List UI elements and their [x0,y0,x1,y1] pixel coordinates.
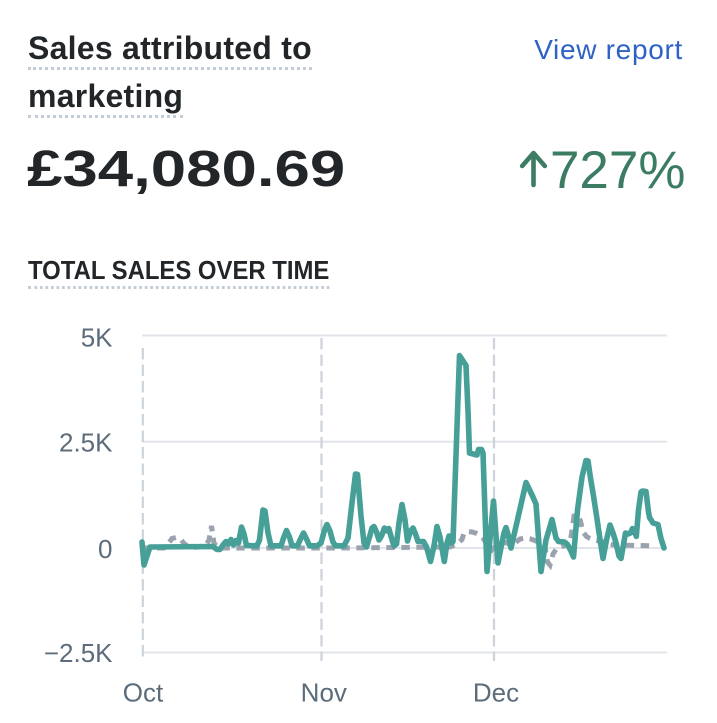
svg-text:Nov: Nov [301,677,347,707]
svg-text:5K: 5K [81,323,113,353]
svg-text:Oct: Oct [123,677,164,707]
svg-text:Dec: Dec [473,677,519,707]
svg-text:0: 0 [98,534,112,564]
svg-text:2.5K: 2.5K [59,428,113,458]
svg-text:−2.5K: −2.5K [44,638,113,668]
